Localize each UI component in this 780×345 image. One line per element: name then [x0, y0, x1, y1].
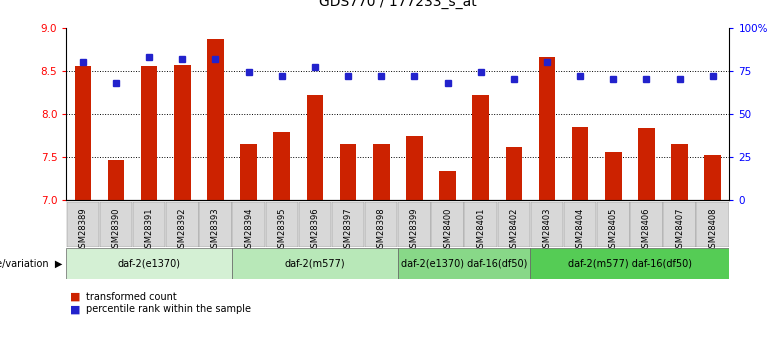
Text: GSM28390: GSM28390 [112, 207, 121, 253]
Bar [431, 202, 464, 247]
Text: GSM28408: GSM28408 [708, 207, 718, 253]
Bar [66, 202, 99, 247]
Text: GSM28402: GSM28402 [509, 207, 519, 253]
Text: GSM28392: GSM28392 [178, 207, 187, 253]
Bar [572, 127, 588, 200]
Bar [274, 132, 290, 200]
Bar [672, 144, 688, 200]
Bar [232, 248, 398, 279]
Bar [597, 202, 629, 247]
Bar [505, 147, 522, 200]
Bar [66, 248, 232, 279]
Text: GDS770 / 177233_s_at: GDS770 / 177233_s_at [319, 0, 477, 9]
Text: GSM28401: GSM28401 [476, 207, 485, 253]
Text: daf-2(e1370) daf-16(df50): daf-2(e1370) daf-16(df50) [401, 259, 527, 269]
Text: GSM28406: GSM28406 [642, 207, 651, 253]
Text: GSM28391: GSM28391 [144, 207, 154, 253]
Bar [141, 66, 158, 200]
Bar [530, 202, 563, 247]
Bar [307, 95, 323, 200]
Bar [663, 202, 696, 247]
Text: GSM28397: GSM28397 [343, 207, 353, 253]
Bar [539, 57, 555, 200]
Bar [240, 144, 257, 200]
Bar [75, 66, 91, 200]
Bar [564, 202, 597, 247]
Text: GSM28400: GSM28400 [443, 207, 452, 253]
Text: GSM28407: GSM28407 [675, 207, 684, 253]
Bar [630, 202, 663, 247]
Text: genotype/variation  ▶: genotype/variation ▶ [0, 259, 62, 269]
Bar [398, 248, 530, 279]
Bar [406, 136, 423, 200]
Bar [166, 202, 199, 247]
Bar [530, 248, 729, 279]
Bar [605, 152, 622, 200]
Bar [299, 202, 332, 247]
Text: GSM28399: GSM28399 [410, 207, 419, 253]
Bar [638, 128, 654, 200]
Bar [365, 202, 398, 247]
Bar [398, 202, 431, 247]
Text: ■: ■ [70, 305, 80, 314]
Bar [108, 160, 124, 200]
Bar [100, 202, 133, 247]
Bar [704, 155, 721, 200]
Bar [174, 65, 190, 200]
Text: ■: ■ [70, 292, 80, 302]
Bar [232, 202, 265, 247]
Bar [207, 39, 224, 200]
Bar [332, 202, 364, 247]
Text: GSM28394: GSM28394 [244, 207, 254, 253]
Text: GSM28393: GSM28393 [211, 207, 220, 253]
Bar [133, 202, 165, 247]
Text: GSM28396: GSM28396 [310, 207, 320, 253]
Text: percentile rank within the sample: percentile rank within the sample [86, 305, 251, 314]
Text: daf-2(m577) daf-16(df50): daf-2(m577) daf-16(df50) [568, 259, 692, 269]
Bar [697, 202, 729, 247]
Text: GSM28404: GSM28404 [576, 207, 585, 253]
Text: daf-2(e1370): daf-2(e1370) [118, 259, 181, 269]
Bar [464, 202, 497, 247]
Text: GSM28405: GSM28405 [608, 207, 618, 253]
Bar [473, 95, 489, 200]
Bar [498, 202, 530, 247]
Text: GSM28389: GSM28389 [78, 207, 87, 253]
Bar [439, 171, 456, 200]
Text: GSM28398: GSM28398 [377, 207, 386, 253]
Text: GSM28395: GSM28395 [277, 207, 286, 253]
Text: GSM28403: GSM28403 [542, 207, 551, 253]
Bar [340, 144, 356, 200]
Text: transformed count: transformed count [86, 292, 176, 302]
Bar [265, 202, 298, 247]
Bar [199, 202, 232, 247]
Text: daf-2(m577): daf-2(m577) [285, 259, 346, 269]
Bar [373, 144, 389, 200]
